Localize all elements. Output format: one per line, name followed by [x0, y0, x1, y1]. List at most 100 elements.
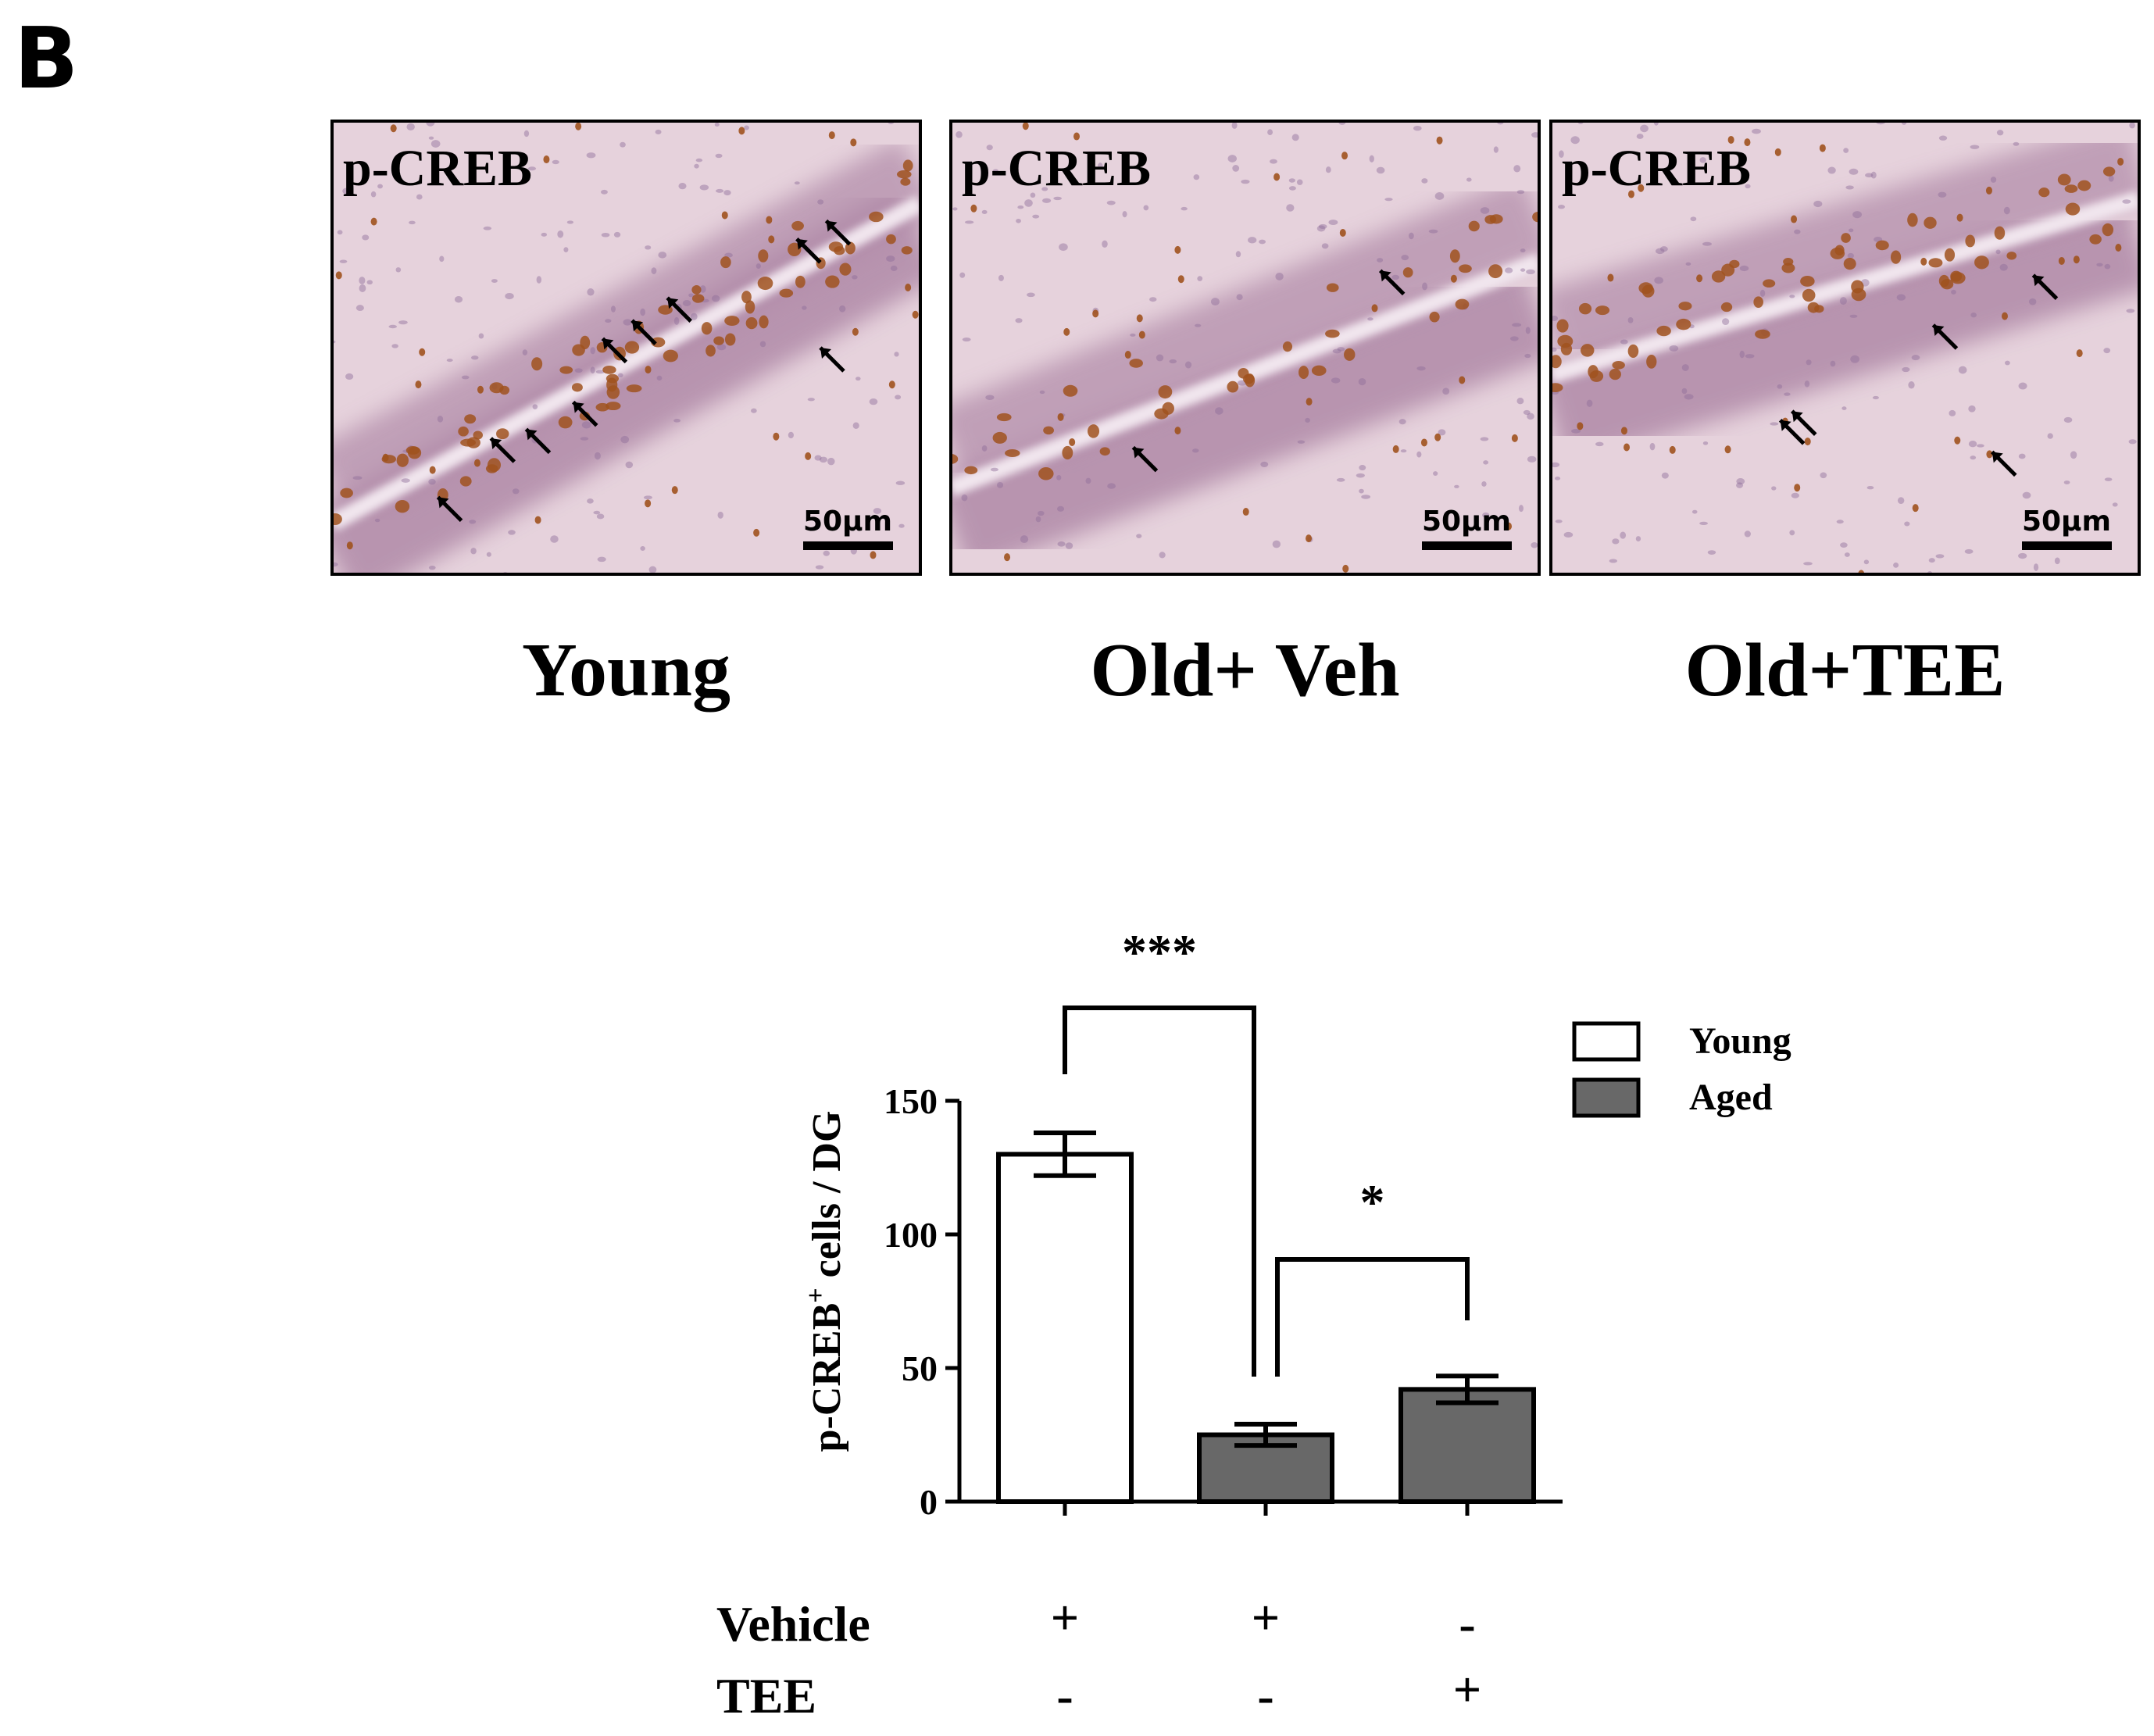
positive-nucleus — [753, 528, 760, 537]
nucleus — [1241, 179, 1250, 184]
nucleus — [1267, 129, 1273, 136]
nucleus — [1770, 422, 1779, 426]
positive-nucleus — [1087, 424, 1100, 438]
positive-nucleus — [1676, 318, 1691, 330]
nucleus — [439, 255, 445, 263]
positive-nucleus — [2089, 234, 2102, 245]
nucleus — [1524, 353, 1531, 359]
nucleus — [1609, 559, 1618, 563]
nucleus — [1030, 192, 1036, 198]
nucleus — [2112, 502, 2118, 507]
nucleus — [522, 349, 528, 355]
nucleus — [401, 478, 410, 483]
nucleus — [1968, 405, 1976, 413]
nucleus — [1849, 168, 1859, 175]
nucleus — [374, 518, 380, 523]
nucleus — [1288, 178, 1295, 183]
positive-nucleus — [1965, 234, 1976, 248]
nucleus — [895, 480, 906, 485]
positive-nucleus — [1282, 341, 1293, 352]
granule-layer-lower — [332, 186, 920, 574]
positive-nucleus — [489, 382, 504, 394]
treatment-row-label: TEE — [716, 1668, 816, 1723]
nucleus — [339, 259, 348, 263]
nucleus — [1820, 472, 1827, 479]
nucleus — [802, 305, 807, 310]
positive-nucleus — [332, 513, 342, 526]
nucleus — [1227, 155, 1237, 163]
nucleus — [996, 481, 1004, 488]
nucleus — [1699, 521, 1708, 526]
positive-nucleus — [575, 122, 582, 130]
axes: 0 50 100 150 — [884, 1081, 1563, 1522]
positive-nucleus — [1620, 427, 1627, 435]
nucleus — [1466, 177, 1472, 182]
nucleus — [1949, 409, 1956, 416]
positive-nucleus — [1402, 267, 1413, 278]
positive-nucleus — [1781, 263, 1795, 273]
positive-nucleus — [335, 271, 342, 280]
micrograph-caption: Old+ Veh — [1090, 628, 1399, 713]
nucleus — [600, 189, 608, 195]
nucleus — [1016, 218, 1021, 223]
positive-nucleus — [1763, 279, 1776, 288]
positive-nucleus — [1298, 366, 1309, 380]
nucleus — [2004, 360, 2010, 366]
nucleus — [2033, 563, 2039, 571]
nucleus — [814, 455, 822, 461]
positive-nucleus — [1162, 402, 1174, 415]
nucleus — [1057, 541, 1066, 547]
positive-nucleus — [1890, 250, 1902, 264]
nucleus — [658, 252, 667, 259]
positive-nucleus — [2115, 244, 2122, 252]
nucleus — [1248, 237, 1257, 244]
nucleus — [1454, 484, 1459, 488]
nucleus — [2096, 263, 2103, 267]
nucleus — [1640, 124, 1649, 133]
nucleus — [1512, 323, 1522, 327]
nucleus — [586, 152, 596, 159]
positive-nucleus — [1057, 413, 1064, 421]
nucleus — [359, 277, 366, 284]
nucleus — [1707, 550, 1716, 555]
positive-nucleus — [1449, 249, 1460, 263]
nucleus — [527, 166, 537, 171]
nucleus — [1270, 159, 1277, 164]
nucleus — [557, 230, 564, 238]
nucleus — [1442, 388, 1450, 395]
nucleus — [678, 183, 687, 190]
nucleus — [1866, 485, 1874, 490]
positive-nucleus — [1744, 138, 1751, 147]
nucleus — [1964, 548, 1974, 554]
nucleus — [1722, 318, 1730, 326]
nucleus — [1893, 562, 1899, 568]
positive-nucleus — [346, 541, 353, 550]
positive-nucleus — [1638, 184, 1645, 192]
positive-nucleus — [390, 124, 397, 133]
positive-nucleus — [905, 283, 912, 291]
nucleus — [428, 136, 434, 140]
y-axis-label-main: p-CREB — [805, 1303, 849, 1452]
nucleus — [1849, 314, 1858, 318]
positive-nucleus — [1720, 302, 1733, 313]
arrow-head — [526, 429, 538, 441]
nucleus — [1752, 128, 1761, 134]
legend-swatch — [1572, 1077, 1641, 1118]
nucleus — [894, 352, 899, 357]
marker-arrow — [1790, 409, 1817, 436]
micrograph-row: p-CREB 50µm Young p-CREB 50µm Old+ Veh p-CREB 5… — [330, 120, 2141, 713]
positive-nucleus — [1724, 445, 1731, 454]
marker-arrow — [601, 337, 628, 364]
nucleus — [1056, 505, 1065, 512]
nucleus — [1032, 214, 1040, 219]
nucleus — [1845, 185, 1854, 190]
positive-nucleus — [1551, 383, 1563, 393]
positive-nucleus — [340, 488, 353, 498]
nucleus — [1951, 289, 1956, 295]
nucleus — [1332, 348, 1341, 354]
positive-nucleus — [902, 159, 913, 172]
positive-nucleus — [1755, 329, 1770, 339]
nucleus — [1699, 157, 1706, 163]
nucleus — [1586, 399, 1593, 407]
